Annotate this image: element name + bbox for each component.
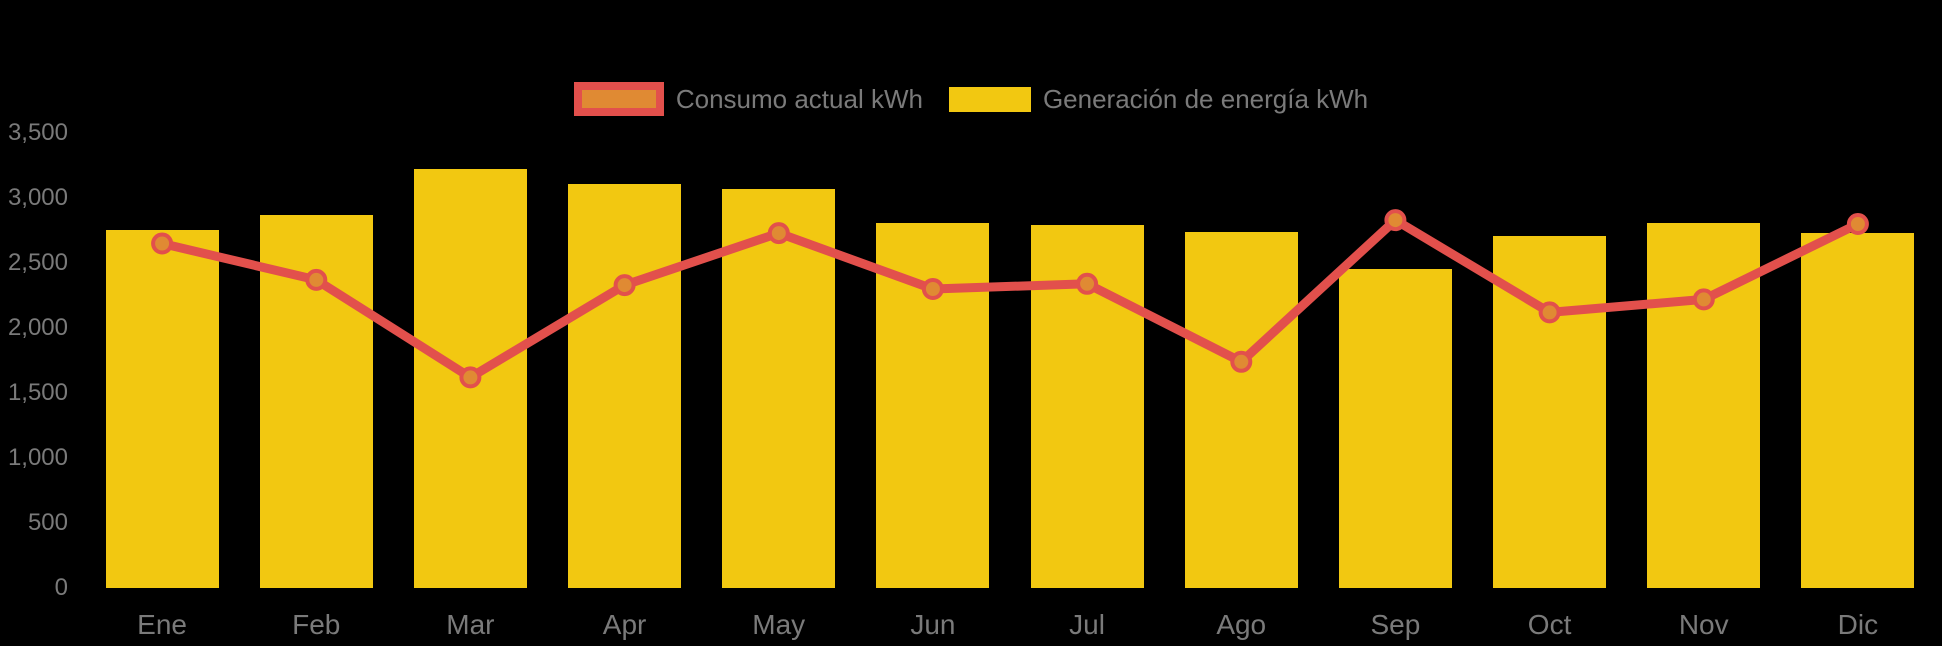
y-axis-label-1500: 1,500 [7,379,68,406]
data-point-jul[interactable] [1076,272,1099,295]
data-point-ene[interactable] [151,232,174,255]
data-point-nov[interactable] [1692,288,1715,311]
x-axis-label-apr: Apr [602,609,647,640]
x-axis-label-jul: Jul [1069,609,1105,640]
y-axis-label-2500: 2,500 [7,249,68,276]
bar-dic[interactable] [1801,233,1915,588]
x-axis-label-sep: Sep [1370,609,1421,640]
data-point-ago[interactable] [1230,350,1253,373]
consumption-line [157,215,1863,382]
bar-ago[interactable] [1184,232,1298,588]
bar-ene[interactable] [105,230,219,588]
data-point-sep[interactable] [1384,209,1407,232]
data-point-oct[interactable] [1538,301,1561,324]
plot-area [85,110,1935,588]
x-axis-label-oct: Oct [1527,609,1572,640]
legend-item-consumo[interactable]: Consumo actual kWh [573,82,923,116]
x-axis-label-ene: Ene [137,609,187,640]
data-point-feb[interactable] [305,268,328,291]
x-axis-label-ago: Ago [1216,609,1267,640]
legend-item-generacion[interactable]: Generación de energía kWh [948,84,1369,114]
x-axis-label-may: May [752,609,806,640]
data-point-mar[interactable] [459,366,482,389]
consumo-line-swatch-icon [573,82,664,116]
generacion-legend-label: Generación de energía kWh [1042,84,1369,114]
y-axis-label-3500: 3,500 [7,119,68,146]
x-axis-label-feb: Feb [292,609,341,640]
data-point-jun[interactable] [921,278,944,300]
x-axis-label-mar: Mar [446,609,495,640]
x-axis-label-nov: Nov [1678,609,1729,640]
y-axis-label-2000: 2,000 [7,314,68,341]
data-point-dic[interactable] [1846,213,1869,235]
chart-legend: Consumo actual kWh Generación de energía… [0,78,1942,120]
y-axis-label-1000: 1,000 [7,444,68,471]
x-axis-label-jun: Jun [910,609,956,640]
bar-apr[interactable] [568,184,682,588]
data-point-may[interactable] [767,222,790,245]
data-point-apr[interactable] [613,274,636,297]
consumo-legend-label: Consumo actual kWh [675,84,923,114]
line-series [151,209,1869,389]
y-axis-label-0: 0 [54,574,68,601]
generacion-bar-swatch-icon [948,86,1031,112]
y-axis-label-3000: 3,000 [7,184,68,211]
bar-may[interactable] [722,189,836,588]
bar-sep[interactable] [1338,269,1452,588]
y-axis-label-500: 500 [27,509,68,536]
x-axis-label-dic: Dic [1837,609,1879,640]
